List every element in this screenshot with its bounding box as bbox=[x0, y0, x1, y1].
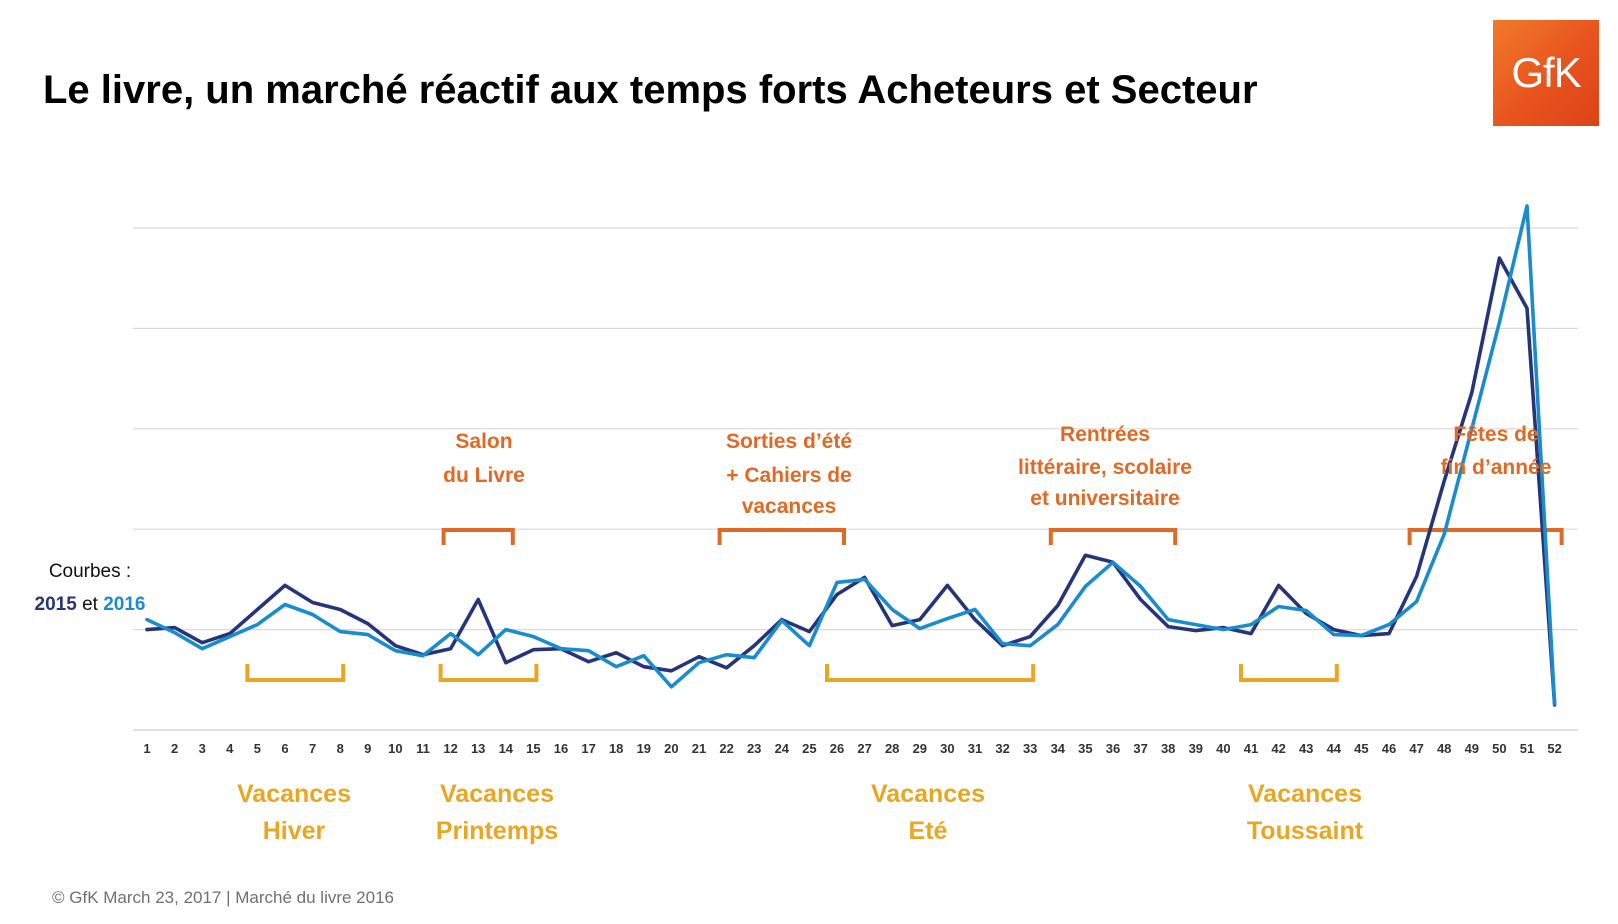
x-tick-label: 10 bbox=[388, 741, 402, 756]
holiday-label-line: Vacances bbox=[440, 780, 554, 808]
x-tick-label: 46 bbox=[1382, 741, 1396, 756]
x-tick-label: 15 bbox=[526, 741, 540, 756]
x-tick-label: 44 bbox=[1327, 741, 1342, 756]
logo-text: GfK bbox=[1511, 49, 1581, 96]
x-tick-label: 5 bbox=[254, 741, 261, 756]
event-bracket bbox=[441, 528, 515, 545]
x-tick-label: 31 bbox=[968, 741, 982, 756]
x-tick-label: 16 bbox=[554, 741, 568, 756]
series-line-2016 bbox=[145, 204, 1557, 706]
holiday-label-line: Hiver bbox=[262, 817, 326, 845]
x-tick-label: 21 bbox=[692, 741, 706, 756]
holiday-label: Vacances Hiver bbox=[174, 776, 414, 850]
holiday-label-line: Toussaint bbox=[1246, 817, 1364, 845]
x-tick-label: 18 bbox=[609, 741, 623, 756]
event-label: Rentrées littéraire, scolaire et universit… bbox=[975, 418, 1235, 512]
x-tick-label: 11 bbox=[416, 741, 430, 756]
x-tick-label: 43 bbox=[1299, 741, 1313, 756]
legend-year-2015: 2015 bbox=[34, 594, 77, 615]
holiday-label-line: Vacances bbox=[237, 780, 351, 808]
holiday-label-line: Vacances bbox=[1248, 780, 1362, 808]
event-label-line: du Livre bbox=[443, 464, 525, 487]
x-tick-label: 33 bbox=[1023, 741, 1037, 756]
x-tick-label: 39 bbox=[1189, 741, 1203, 756]
series-legend: Courbes : 2015 et 2016 bbox=[20, 555, 160, 621]
holiday-label-line: Eté bbox=[908, 817, 948, 845]
x-tick-label: 1 bbox=[143, 741, 150, 756]
event-label-line: Salon bbox=[455, 430, 513, 453]
event-label: Salon du Livre bbox=[354, 425, 614, 493]
x-tick-label: 50 bbox=[1492, 741, 1506, 756]
x-tick-label: 42 bbox=[1271, 741, 1285, 756]
holiday-label: Vacances Eté bbox=[808, 776, 1048, 850]
x-tick-label: 45 bbox=[1354, 741, 1368, 756]
x-tick-label: 27 bbox=[857, 741, 871, 756]
holiday-bracket bbox=[1239, 664, 1339, 682]
event-label-line: et universitaire bbox=[1030, 487, 1180, 510]
holiday-label: Vacances Toussaint bbox=[1185, 776, 1425, 850]
x-tick-label: 51 bbox=[1520, 741, 1534, 756]
event-bracket bbox=[1407, 528, 1564, 545]
x-tick-label: 13 bbox=[471, 741, 485, 756]
x-tick-label: 7 bbox=[309, 741, 316, 756]
x-tick-label: 9 bbox=[364, 741, 371, 756]
x-tick-label: 52 bbox=[1547, 741, 1561, 756]
legend-label: Courbes : bbox=[48, 561, 132, 582]
x-tick-label: 24 bbox=[775, 741, 790, 756]
x-tick-label: 20 bbox=[664, 741, 678, 756]
x-tick-label: 17 bbox=[581, 741, 595, 756]
event-label-line: Rentrées bbox=[1060, 423, 1150, 446]
x-tick-label: 12 bbox=[443, 741, 457, 756]
x-tick-label: 38 bbox=[1161, 741, 1175, 756]
legend-connector: et bbox=[82, 594, 98, 615]
x-tick-label: 48 bbox=[1437, 741, 1451, 756]
x-tick-label: 36 bbox=[1106, 741, 1120, 756]
x-tick-label: 47 bbox=[1409, 741, 1423, 756]
x-tick-label: 19 bbox=[637, 741, 651, 756]
event-label-line: littéraire, scolaire bbox=[1018, 456, 1192, 479]
holiday-label-line: Vacances bbox=[871, 780, 985, 808]
x-tick-label: 6 bbox=[281, 741, 288, 756]
x-tick-label: 34 bbox=[1051, 741, 1066, 756]
legend-year-2016: 2016 bbox=[103, 594, 146, 615]
event-label: Fêtes de fin d’année bbox=[1366, 418, 1618, 485]
event-bracket bbox=[717, 528, 846, 545]
holiday-bracket bbox=[825, 664, 1036, 682]
x-tick-label: 4 bbox=[226, 741, 234, 756]
x-tick-label: 32 bbox=[995, 741, 1009, 756]
x-tick-label: 49 bbox=[1465, 741, 1479, 756]
gfk-logo: GfK bbox=[1493, 20, 1599, 126]
x-tick-label: 2 bbox=[171, 741, 178, 756]
x-tick-label: 25 bbox=[802, 741, 816, 756]
holiday-label-line: Printemps bbox=[435, 817, 559, 845]
holiday-bracket bbox=[245, 664, 346, 682]
x-tick-label: 23 bbox=[747, 741, 761, 756]
x-tick-label: 26 bbox=[830, 741, 844, 756]
event-label: Sorties d’été + Cahiers de vacances bbox=[659, 425, 919, 520]
x-tick-label: 30 bbox=[940, 741, 954, 756]
footer-copyright: © GfK March 23, 2017 | Marché du livre 2… bbox=[52, 888, 395, 907]
x-tick-label: 8 bbox=[337, 741, 344, 756]
event-label-line: Sorties d’été bbox=[725, 430, 853, 453]
event-label-line: Fêtes de bbox=[1453, 423, 1539, 446]
x-tick-label: 14 bbox=[499, 741, 514, 756]
x-tick-label: 40 bbox=[1216, 741, 1230, 756]
event-label-line: fin d’année bbox=[1440, 456, 1552, 479]
holiday-label: Vacances Printemps bbox=[377, 776, 617, 850]
x-tick-label: 35 bbox=[1078, 741, 1092, 756]
x-tick-label: 29 bbox=[913, 741, 927, 756]
x-tick-label: 41 bbox=[1244, 741, 1258, 756]
holiday-bracket bbox=[438, 664, 539, 682]
x-tick-label: 37 bbox=[1133, 741, 1147, 756]
event-label-line: vacances bbox=[741, 495, 837, 518]
page-title: Le livre, un marché réactif aux temps fo… bbox=[43, 68, 1258, 112]
event-label-line: + Cahiers de bbox=[726, 464, 852, 487]
x-tick-label: 3 bbox=[199, 741, 206, 756]
x-tick-label: 28 bbox=[885, 741, 899, 756]
x-tick-label: 22 bbox=[719, 741, 733, 756]
legend-years: 2015 et 2016 bbox=[20, 588, 160, 621]
event-bracket bbox=[1048, 528, 1178, 545]
